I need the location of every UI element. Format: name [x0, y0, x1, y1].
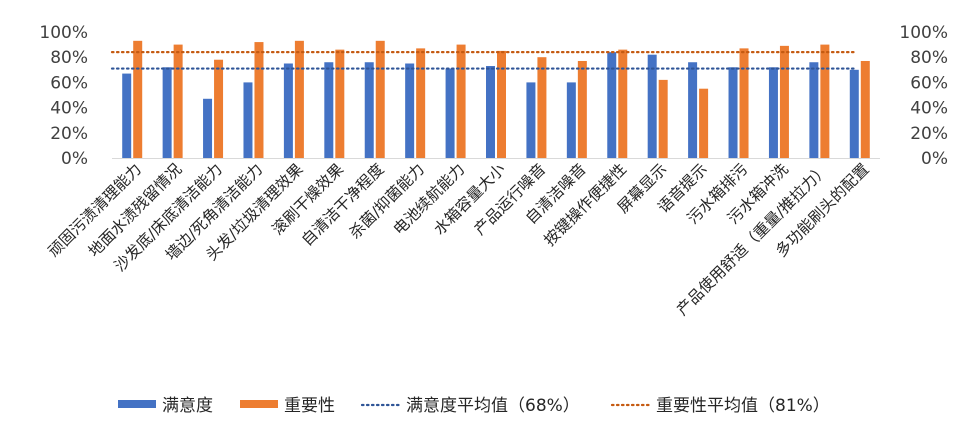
secondary-y-tick-label: 60%: [910, 73, 948, 93]
y-tick-label: 100%: [39, 23, 88, 43]
bar-satisfaction: [364, 62, 374, 158]
legend-label-importance: 重要性: [284, 396, 335, 416]
bar-satisfaction: [728, 67, 738, 158]
bar-importance: [739, 48, 749, 158]
bar-satisfaction: [162, 67, 172, 158]
bar-satisfaction: [122, 73, 132, 158]
y-tick-label: 20%: [50, 124, 88, 144]
bar-satisfaction: [607, 52, 617, 158]
bar-importance: [335, 49, 345, 158]
legend-label-satisfaction: 满意度: [162, 396, 213, 416]
secondary-y-tick-label: 80%: [910, 48, 948, 68]
legend-label-importance-average: 重要性平均值（81%）: [656, 396, 830, 416]
bar-satisfaction: [647, 54, 657, 158]
bar-importance: [577, 60, 587, 159]
bar-importance: [820, 44, 830, 158]
y-tick-label: 60%: [50, 73, 88, 93]
bar-importance: [456, 44, 466, 158]
bar-satisfaction: [768, 67, 778, 158]
bar-importance: [375, 40, 385, 158]
y-tick-label: 40%: [50, 99, 88, 119]
bar-satisfaction: [324, 62, 334, 158]
legend-label-satisfaction-average: 满意度平均值（68%）: [406, 396, 580, 416]
secondary-y-tick-label: 20%: [910, 124, 948, 144]
bar-satisfaction: [688, 62, 698, 158]
bar-satisfaction: [243, 82, 253, 158]
y-tick-label: 80%: [50, 48, 88, 68]
bar-satisfaction: [203, 98, 213, 158]
bar-satisfaction: [849, 69, 859, 158]
bar-importance: [779, 45, 789, 158]
legend-swatch-importance: [240, 400, 278, 408]
bar-satisfaction: [809, 62, 819, 158]
bar-satisfaction: [445, 68, 455, 158]
bar-importance: [214, 59, 224, 158]
bar-importance: [658, 79, 668, 158]
bar-satisfaction: [405, 63, 415, 158]
legend-swatch-satisfaction: [118, 400, 156, 408]
bar-importance: [416, 48, 426, 158]
bar-importance: [133, 40, 143, 158]
secondary-y-tick-label: 0%: [921, 149, 948, 169]
bar-satisfaction: [283, 63, 293, 158]
bar-importance: [173, 44, 183, 158]
secondary-y-tick-label: 40%: [910, 99, 948, 119]
bar-importance: [699, 88, 709, 158]
bar-importance: [254, 42, 264, 158]
y-tick-label: 0%: [61, 149, 88, 169]
bar-satisfaction: [566, 82, 576, 158]
bar-importance: [294, 40, 304, 158]
bar-importance: [537, 57, 547, 159]
bar-importance: [497, 50, 506, 158]
bar-importance: [860, 60, 870, 159]
secondary-y-tick-label: 100%: [899, 23, 948, 43]
bar-satisfaction: [526, 82, 536, 158]
bar-satisfaction: [486, 66, 495, 158]
bar-importance: [618, 49, 628, 158]
